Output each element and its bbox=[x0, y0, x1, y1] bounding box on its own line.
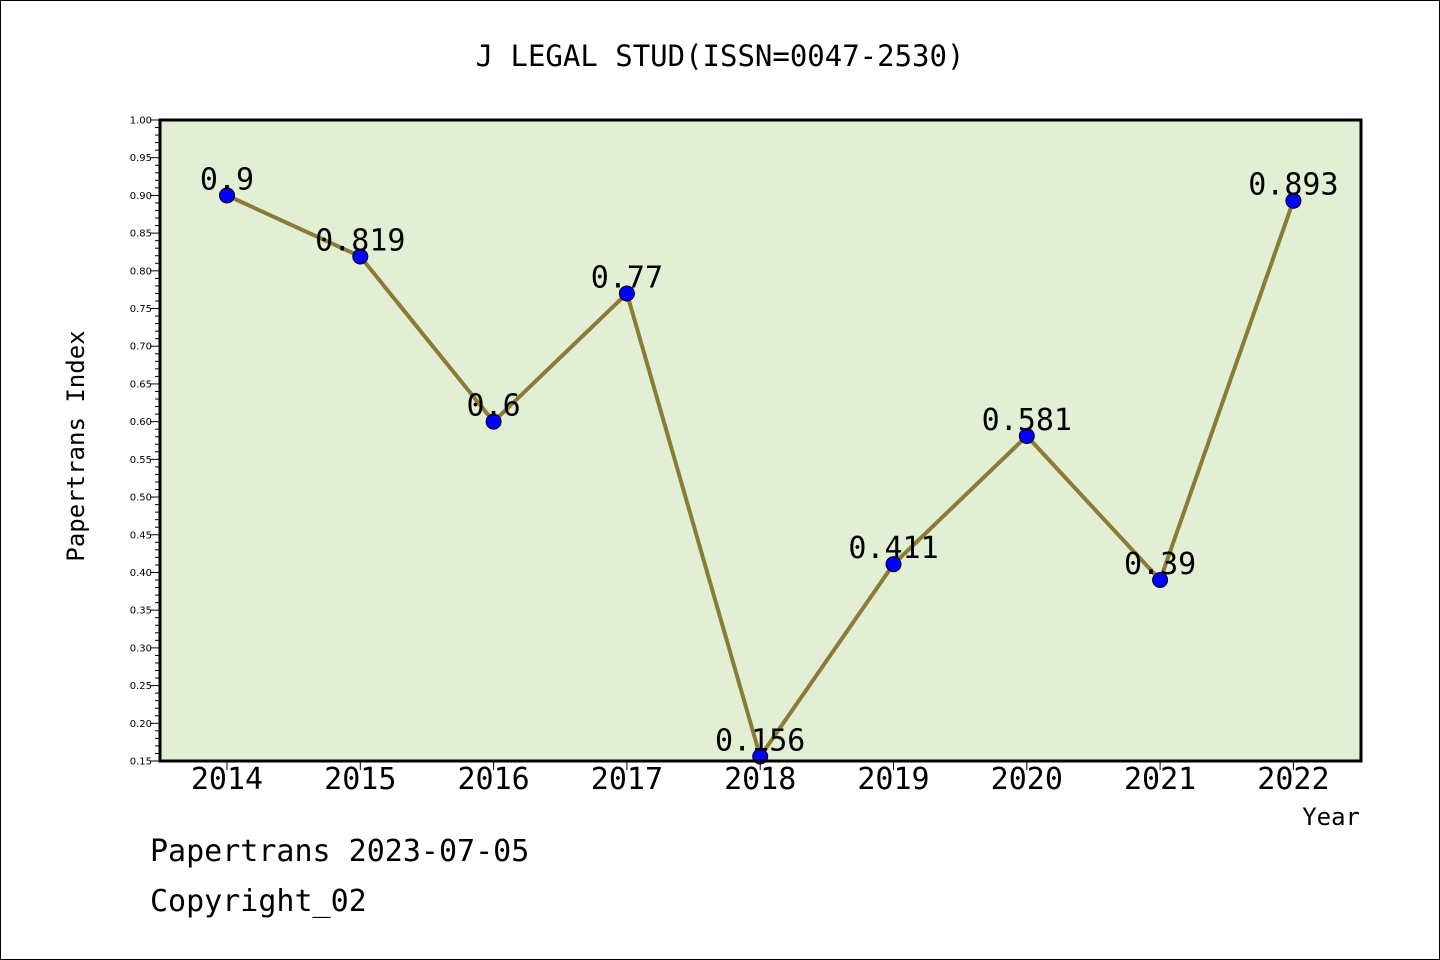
x-tick-label: 2020 bbox=[991, 762, 1063, 797]
x-tick-label: 2019 bbox=[857, 762, 929, 797]
x-tick-label: 2014 bbox=[191, 762, 263, 797]
data-label: 0.156 bbox=[715, 723, 805, 758]
data-point bbox=[1018, 427, 1035, 444]
y-tick-label: 0.65 bbox=[130, 379, 152, 390]
data-label: 0.6 bbox=[467, 389, 521, 424]
plot-area bbox=[160, 120, 1361, 761]
plot-border bbox=[158, 118, 1363, 763]
data-label: 0.9 bbox=[200, 162, 254, 197]
y-tick-label: 0.75 bbox=[130, 304, 152, 315]
data-point bbox=[885, 556, 902, 573]
chart-title: J LEGAL STUD(ISSN=0047-2530) bbox=[476, 39, 965, 73]
y-tick-label: 0.90 bbox=[130, 191, 152, 202]
x-tick-label: 2017 bbox=[591, 762, 663, 797]
x-axis-label: Year bbox=[1302, 803, 1360, 831]
y-tick-label: 0.35 bbox=[130, 606, 152, 617]
y-tick-label: 0.40 bbox=[130, 568, 152, 579]
data-point bbox=[485, 413, 502, 430]
y-axis-label: Papertrans Index bbox=[62, 330, 90, 561]
x-tick-label: 2022 bbox=[1257, 762, 1329, 797]
y-tick-label: 0.20 bbox=[130, 719, 152, 730]
data-point bbox=[618, 285, 635, 302]
y-tick-label: 1.00 bbox=[130, 116, 152, 127]
y-tick-label: 0.55 bbox=[130, 455, 152, 466]
data-label: 0.77 bbox=[591, 260, 663, 295]
y-tick-label: 0.85 bbox=[130, 229, 152, 240]
y-axis-ticks: 0.15 0.20 0.25 0.30 0.35 0.40 0.45 0.50 0.55 0.60… bbox=[130, 116, 160, 768]
x-tick-label: 2021 bbox=[1124, 762, 1196, 797]
y-tick-label: 0.50 bbox=[130, 493, 152, 504]
data-label: 0.411 bbox=[848, 531, 938, 566]
data-point bbox=[219, 187, 235, 204]
x-axis-ticks: 2014 2015 2016 2017 2018 2019 2020 2021 2022 bbox=[191, 761, 1330, 797]
data-points-group bbox=[219, 187, 1302, 765]
y-tick-label: 0.95 bbox=[130, 153, 152, 164]
y-tick-label: 0.80 bbox=[130, 266, 152, 277]
y-tick-label: 0.45 bbox=[130, 530, 152, 541]
data-point bbox=[1152, 572, 1169, 589]
x-tick-label: 2016 bbox=[457, 762, 529, 797]
footer-copyright-text: Copyright_02 bbox=[150, 884, 367, 919]
y-tick-label: 0.30 bbox=[130, 643, 152, 654]
y-tick-label: 0.25 bbox=[130, 681, 152, 692]
data-label: 0.39 bbox=[1124, 547, 1196, 582]
y-tick-label: 0.60 bbox=[130, 417, 152, 428]
y-tick-label: 0.70 bbox=[130, 342, 152, 353]
data-label: 0.819 bbox=[315, 223, 405, 258]
data-point bbox=[352, 248, 369, 265]
y-tick-label: 0.15 bbox=[130, 757, 152, 768]
data-labels-group: 0.9 0.819 0.6 0.77 0.156 0.411 0.581 0.39 0.893 bbox=[200, 162, 1339, 758]
x-tick-label: 2015 bbox=[324, 762, 396, 797]
data-label: 0.893 bbox=[1248, 168, 1338, 203]
x-tick-label: 2018 bbox=[724, 762, 796, 797]
data-label: 0.581 bbox=[982, 403, 1072, 438]
footer-date-text: Papertrans 2023-07-05 bbox=[150, 834, 530, 869]
data-point bbox=[1285, 192, 1302, 209]
